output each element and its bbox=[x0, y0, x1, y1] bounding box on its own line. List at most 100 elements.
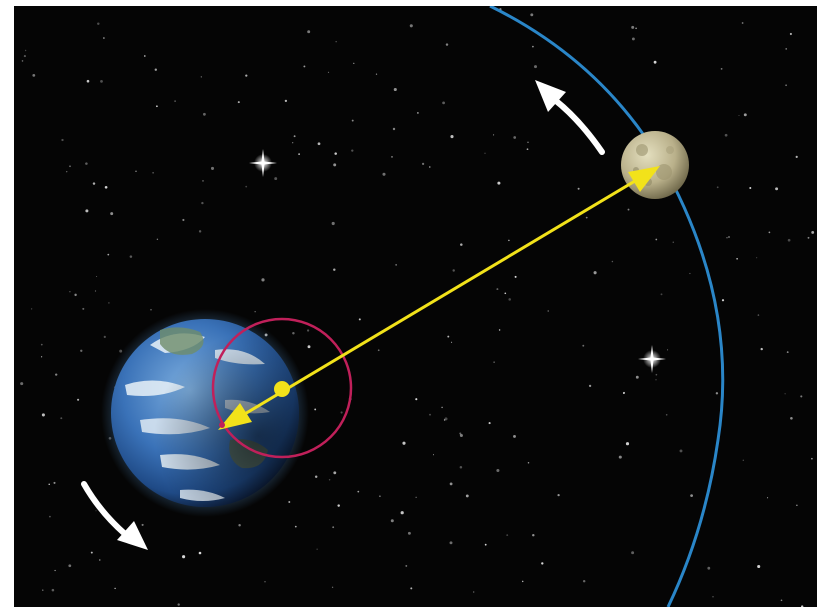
star bbox=[532, 533, 535, 537]
star bbox=[402, 441, 406, 445]
star bbox=[392, 127, 396, 131]
arrowhead-to-earth bbox=[218, 403, 252, 430]
star bbox=[585, 216, 588, 219]
star bbox=[611, 260, 614, 263]
star bbox=[405, 564, 408, 567]
star bbox=[795, 155, 798, 158]
star bbox=[547, 310, 549, 312]
star bbox=[441, 406, 443, 409]
star bbox=[358, 318, 361, 321]
star bbox=[77, 398, 80, 401]
star bbox=[303, 65, 306, 68]
star bbox=[582, 344, 585, 347]
star bbox=[790, 417, 793, 420]
star bbox=[351, 149, 354, 152]
star bbox=[724, 133, 728, 137]
star bbox=[174, 100, 176, 102]
star bbox=[245, 74, 248, 77]
star bbox=[54, 569, 56, 572]
star bbox=[21, 60, 24, 62]
star bbox=[493, 361, 495, 363]
moon bbox=[621, 131, 689, 199]
star bbox=[484, 543, 487, 546]
star bbox=[496, 288, 499, 291]
star bbox=[55, 373, 58, 376]
star bbox=[335, 41, 337, 43]
star bbox=[787, 238, 791, 242]
star bbox=[85, 162, 88, 165]
star bbox=[459, 465, 463, 469]
star bbox=[32, 74, 36, 77]
star bbox=[100, 80, 103, 83]
star bbox=[631, 25, 635, 29]
star bbox=[66, 171, 68, 173]
star bbox=[780, 599, 783, 602]
star bbox=[284, 99, 288, 103]
star bbox=[715, 392, 719, 395]
star bbox=[41, 356, 43, 358]
star bbox=[655, 238, 658, 241]
star bbox=[741, 22, 744, 24]
star bbox=[382, 172, 386, 176]
star bbox=[340, 411, 343, 414]
star bbox=[786, 351, 789, 354]
star bbox=[24, 49, 27, 52]
star bbox=[41, 413, 45, 417]
star bbox=[292, 331, 295, 335]
star bbox=[375, 73, 378, 75]
star bbox=[201, 201, 204, 205]
star bbox=[513, 136, 517, 139]
star bbox=[68, 564, 72, 568]
star bbox=[450, 135, 454, 139]
star bbox=[707, 566, 711, 570]
star bbox=[768, 231, 771, 234]
star bbox=[108, 302, 110, 304]
star bbox=[757, 314, 760, 316]
star bbox=[85, 209, 89, 213]
star bbox=[254, 311, 256, 313]
star bbox=[493, 134, 495, 136]
star bbox=[327, 71, 330, 74]
star bbox=[237, 101, 240, 104]
star bbox=[534, 65, 537, 69]
star bbox=[749, 186, 752, 190]
star bbox=[333, 471, 337, 475]
star bbox=[337, 504, 340, 507]
star bbox=[154, 68, 157, 71]
star bbox=[69, 290, 71, 293]
star bbox=[796, 504, 798, 506]
star bbox=[150, 308, 152, 311]
star bbox=[202, 180, 204, 182]
star bbox=[496, 468, 500, 473]
star bbox=[94, 290, 97, 292]
star bbox=[459, 433, 463, 438]
star bbox=[721, 299, 725, 302]
curved-arrow-top bbox=[535, 80, 605, 155]
star bbox=[635, 27, 637, 30]
star bbox=[60, 417, 63, 420]
star bbox=[593, 271, 597, 275]
star bbox=[756, 257, 758, 259]
star bbox=[48, 483, 50, 486]
star bbox=[785, 84, 787, 87]
star bbox=[526, 148, 529, 151]
star bbox=[114, 587, 116, 590]
star bbox=[775, 187, 779, 191]
star bbox=[484, 152, 486, 154]
star bbox=[288, 501, 291, 503]
star bbox=[334, 152, 337, 155]
star bbox=[672, 241, 674, 243]
star bbox=[104, 185, 108, 189]
star bbox=[506, 534, 509, 537]
star bbox=[74, 293, 77, 297]
star bbox=[807, 236, 810, 239]
star bbox=[417, 112, 419, 114]
star bbox=[665, 414, 668, 416]
barycenter-circle bbox=[211, 317, 353, 459]
star bbox=[789, 32, 792, 36]
star bbox=[377, 349, 380, 352]
star bbox=[712, 596, 714, 598]
star bbox=[298, 153, 300, 155]
star bbox=[51, 588, 55, 592]
